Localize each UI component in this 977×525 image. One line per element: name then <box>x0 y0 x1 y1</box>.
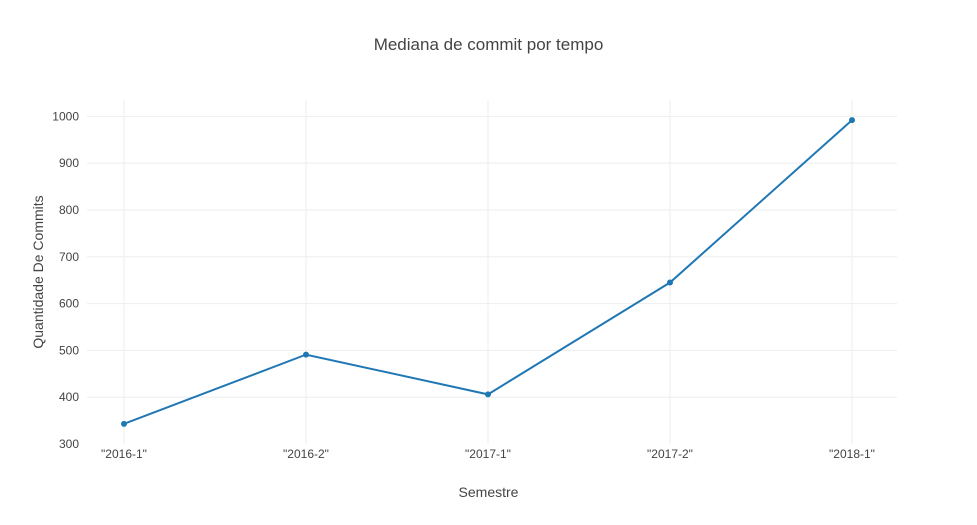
y-tick-label: 300 <box>59 437 79 451</box>
y-tick-label: 500 <box>59 343 79 357</box>
data-point[interactable] <box>667 279 673 286</box>
data-point[interactable] <box>303 351 309 358</box>
x-tick-label: "2017-1" <box>465 447 511 461</box>
grid-layer <box>87 100 897 444</box>
y-tick-label: 600 <box>59 297 79 311</box>
y-tick-label: 800 <box>59 203 79 217</box>
y-tick-label: 900 <box>59 156 79 170</box>
y-tick-labels: 300 400 500 600 700 800 900 1000 <box>52 109 79 451</box>
x-tick-label: "2017-2" <box>647 447 693 461</box>
series-layer <box>121 117 855 427</box>
data-point[interactable] <box>121 420 127 427</box>
x-axis-title: Semestre <box>459 484 519 500</box>
y-axis-title: Quantidade De Commits <box>30 195 46 348</box>
x-tick-label: "2016-2" <box>283 447 329 461</box>
x-tick-labels: "2016-1" "2016-2" "2017-1" "2017-2" "2018-1" <box>101 447 875 461</box>
x-tick-label: "2016-1" <box>101 447 147 461</box>
x-tick-label: "2018-1" <box>829 447 875 461</box>
data-point[interactable] <box>485 391 491 398</box>
y-tick-label: 400 <box>59 390 79 404</box>
y-tick-label: 700 <box>59 250 79 264</box>
chart-title: Mediana de commit por tempo <box>374 35 604 54</box>
y-tick-label: 1000 <box>52 109 79 123</box>
data-point[interactable] <box>849 117 855 124</box>
